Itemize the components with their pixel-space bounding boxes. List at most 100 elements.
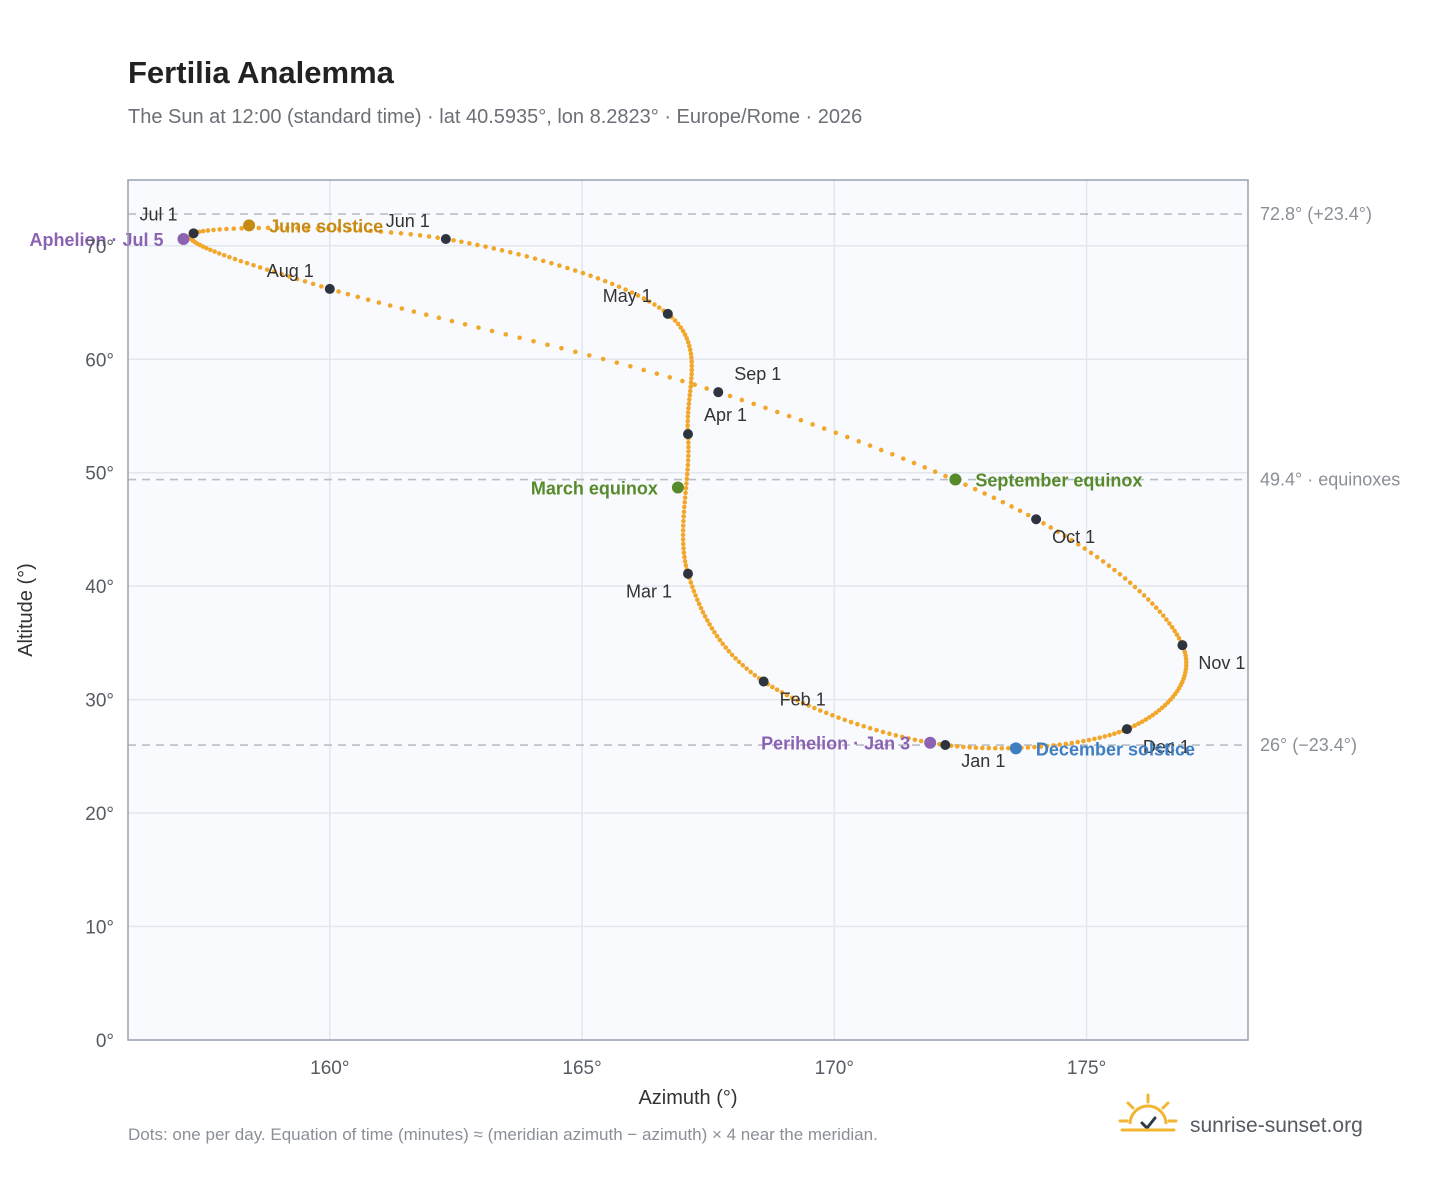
day-dot	[1172, 628, 1177, 634]
day-dot	[693, 593, 698, 598]
day-dot	[688, 580, 694, 585]
day-dot	[609, 281, 615, 287]
day-dot	[739, 397, 745, 403]
month-label-11: Dec 1	[1143, 737, 1190, 757]
day-dot	[1075, 542, 1081, 547]
day-dot	[982, 491, 987, 496]
day-dot	[286, 274, 292, 279]
day-dot	[1100, 559, 1106, 564]
day-dot	[1063, 741, 1069, 747]
day-dot	[686, 449, 691, 454]
day-dot	[635, 293, 641, 298]
month-label-3: Apr 1	[704, 405, 747, 425]
day-dot	[355, 294, 361, 300]
day-dot	[257, 265, 263, 270]
day-dot	[1122, 576, 1128, 581]
day-dot	[275, 225, 280, 231]
month-marker-dot-10	[1177, 640, 1188, 651]
day-dot	[992, 745, 998, 751]
day-dot	[682, 504, 687, 510]
y-axis-title: Altitude (°)	[15, 563, 37, 657]
day-dot	[683, 490, 688, 496]
day-dot	[1081, 738, 1086, 744]
day-dot	[856, 439, 862, 444]
day-dot	[436, 315, 442, 321]
day-dot	[1183, 663, 1189, 669]
day-dot	[922, 465, 928, 470]
day-dot	[684, 336, 690, 341]
day-dot	[1184, 660, 1189, 665]
day-dot	[680, 541, 686, 547]
day-dot	[1107, 732, 1112, 738]
day-dot	[1097, 735, 1103, 740]
event-marker-dot-5	[1009, 742, 1022, 755]
day-dot	[305, 225, 310, 231]
day-dot	[687, 343, 692, 349]
event-label-2: March equinox	[531, 478, 658, 498]
day-dot	[789, 695, 795, 701]
day-dot	[411, 309, 417, 314]
month-markers: Jan 1 Feb 1 Mar 1 Apr 1 May 1 Jun 1 Jul 1 Aug 1…	[140, 204, 1246, 771]
plot-area	[128, 180, 1248, 1040]
day-dot	[800, 700, 806, 706]
day-dot	[680, 537, 686, 542]
day-dot	[231, 226, 237, 231]
day-dot	[227, 254, 232, 260]
day-dot	[845, 434, 850, 440]
footnote: Dots: one per day. Equation of time (min…	[128, 1125, 878, 1144]
day-dot	[893, 733, 899, 738]
x-tick-label-2: 170°	[815, 1058, 854, 1079]
day-dot	[727, 393, 733, 399]
day-dot	[279, 271, 284, 277]
day-dot	[1150, 601, 1155, 606]
day-dot	[683, 485, 689, 491]
day-dot	[932, 469, 938, 475]
day-dot	[629, 290, 635, 295]
day-dot	[232, 256, 238, 262]
day-dot	[417, 233, 423, 238]
day-dot	[451, 238, 456, 243]
day-dot	[1182, 649, 1188, 655]
day-dot	[1112, 731, 1117, 736]
day-dot	[1141, 593, 1147, 598]
day-dot	[256, 225, 262, 231]
day-dot	[685, 410, 691, 415]
day-dot	[602, 278, 608, 284]
day-dot	[736, 659, 742, 665]
day-dot	[823, 710, 829, 716]
day-dot	[991, 495, 997, 501]
day-dot	[795, 698, 800, 703]
month-marker-dot-4	[662, 308, 673, 319]
day-dot	[265, 225, 271, 231]
day-dot	[848, 719, 854, 725]
day-dot	[684, 471, 690, 477]
day-dot	[973, 745, 979, 750]
day-dot	[1156, 707, 1162, 713]
day-dot	[326, 226, 331, 232]
x-axis-title: Azimuth (°)	[638, 1087, 737, 1109]
day-dot	[532, 256, 538, 261]
day-dot	[680, 523, 686, 529]
day-dot	[531, 338, 536, 344]
reference-label-1: 49.4° · equinoxes	[1260, 470, 1400, 490]
day-dot	[1088, 550, 1094, 556]
day-dot	[573, 349, 578, 355]
day-dot	[426, 234, 432, 239]
day-dot	[779, 690, 785, 695]
day-dot	[516, 252, 521, 257]
month-label-6: Jul 1	[140, 204, 178, 224]
day-dot	[702, 614, 708, 619]
day-dot	[899, 734, 905, 740]
day-dot	[200, 244, 206, 249]
day-dot	[398, 231, 404, 236]
day-dot	[1009, 504, 1014, 509]
day-dot	[483, 244, 488, 249]
day-dot	[1102, 734, 1108, 739]
month-label-2: Mar 1	[626, 582, 672, 602]
day-dot	[685, 418, 691, 424]
day-dot	[423, 312, 429, 317]
day-dot	[1167, 621, 1172, 626]
day-dot	[682, 495, 688, 500]
day-dot	[1137, 588, 1142, 594]
day-dot	[681, 546, 686, 551]
